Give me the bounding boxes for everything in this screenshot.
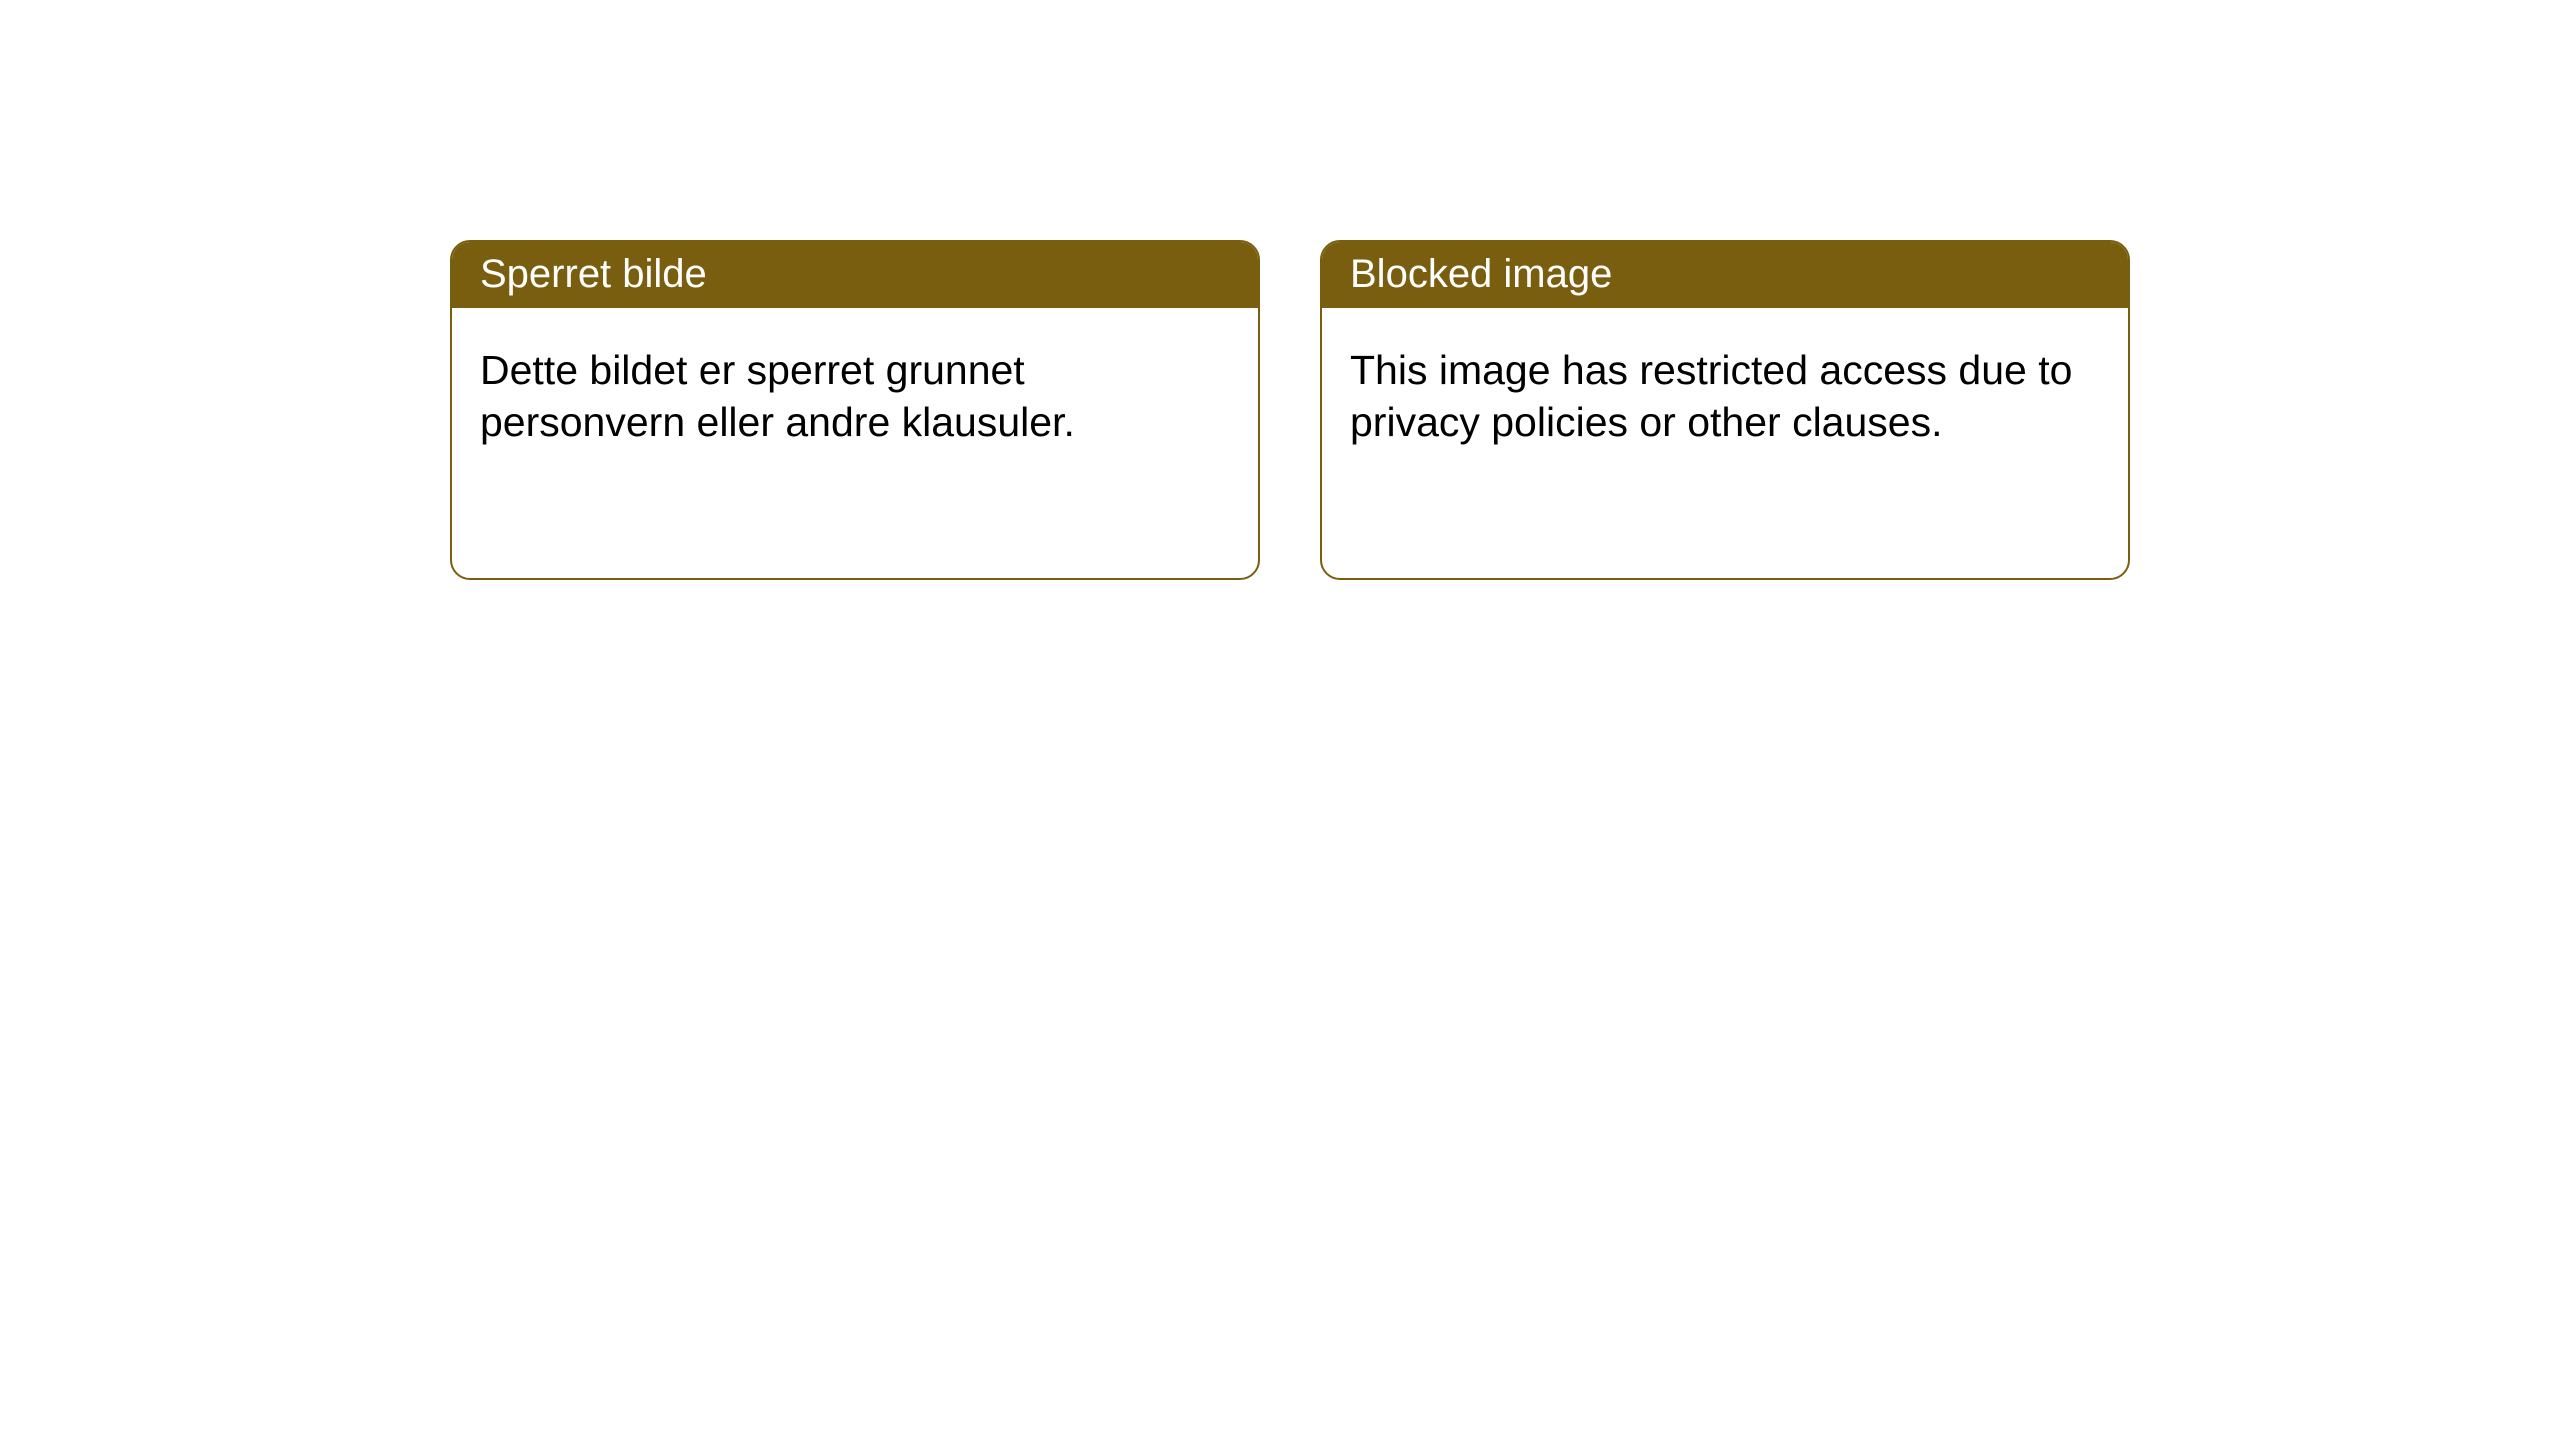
notice-body: Dette bildet er sperret grunnet personve… [452, 308, 1258, 485]
notice-box-norwegian: Sperret bilde Dette bildet er sperret gr… [450, 240, 1260, 580]
notice-header: Blocked image [1322, 242, 2128, 308]
notices-container: Sperret bilde Dette bildet er sperret gr… [0, 0, 2560, 580]
notice-header: Sperret bilde [452, 242, 1258, 308]
notice-body: This image has restricted access due to … [1322, 308, 2128, 485]
notice-box-english: Blocked image This image has restricted … [1320, 240, 2130, 580]
